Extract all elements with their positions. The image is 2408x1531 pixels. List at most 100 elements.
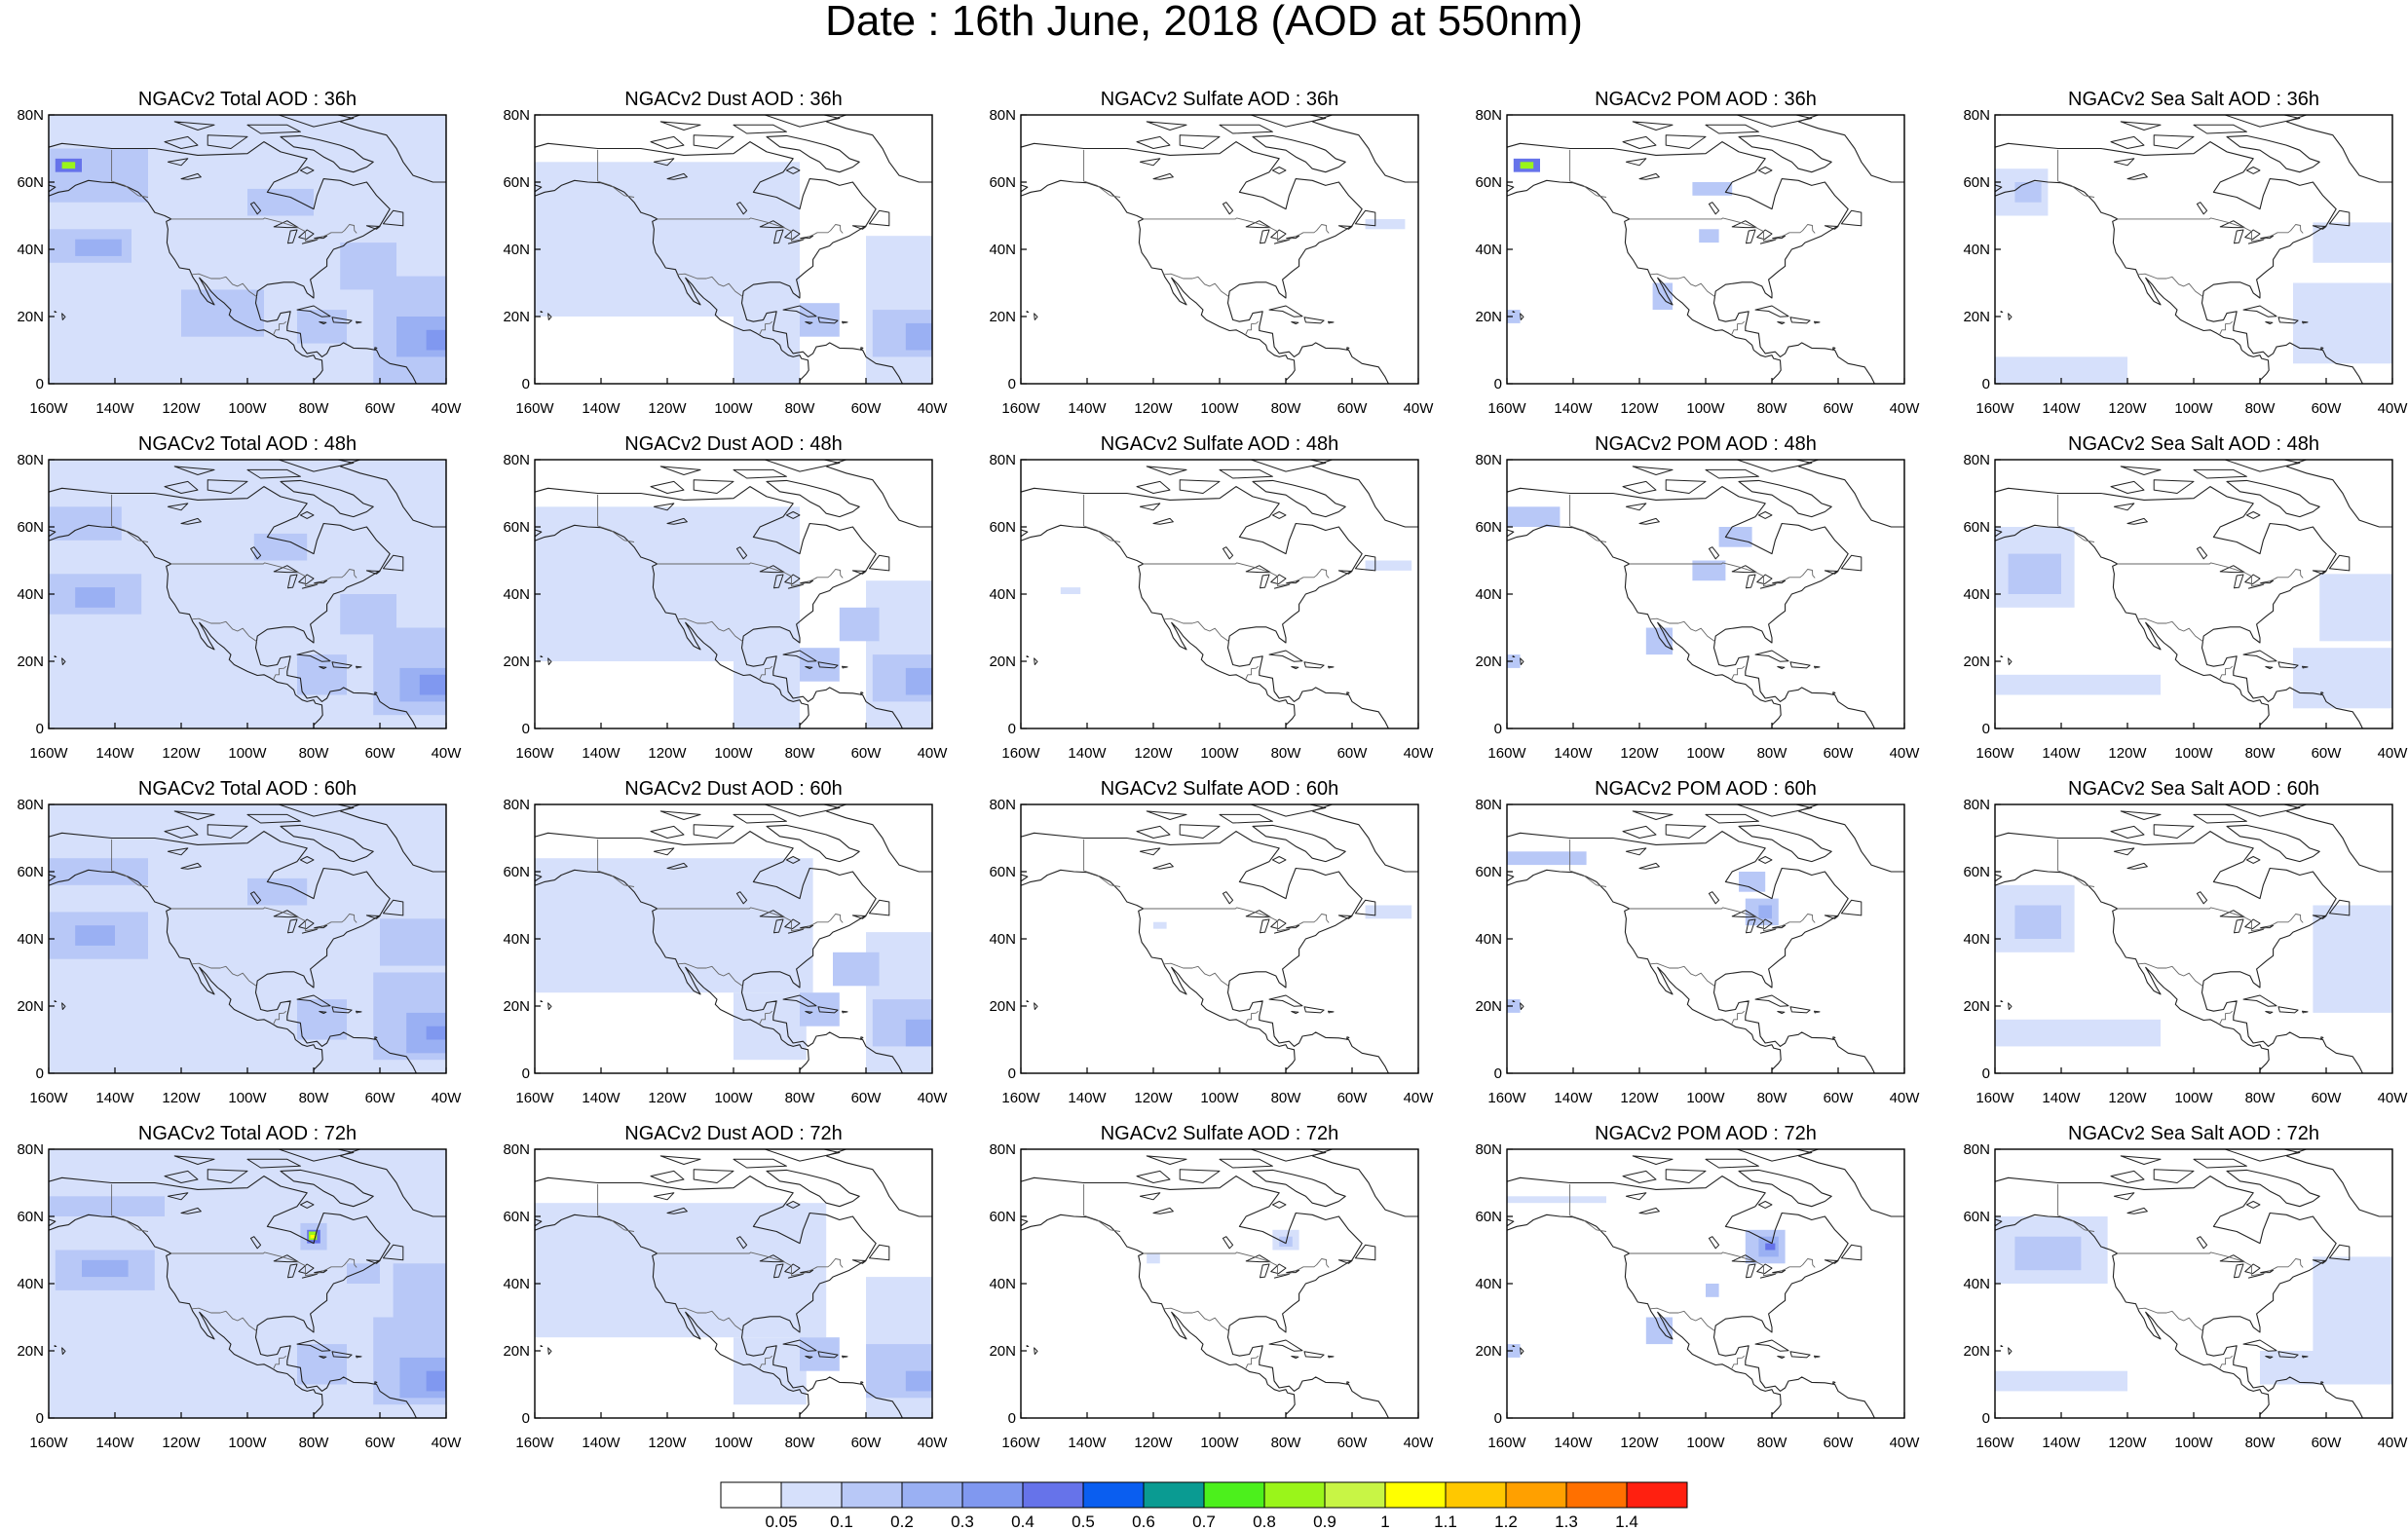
- lon-tick-label: 100W: [1200, 1435, 1239, 1451]
- lat-tick-label: 40N: [1475, 1276, 1502, 1292]
- aod-field: [1692, 560, 1726, 581]
- lat-tick-label: 60N: [1963, 174, 1990, 191]
- lat-tick-label: 80N: [1475, 107, 1502, 124]
- lon-tick-label: 140W: [2042, 400, 2081, 417]
- lat-tick-label: 80N: [503, 797, 530, 813]
- lon-tick-label: 80W: [785, 400, 816, 417]
- map-frame: [1506, 459, 1905, 729]
- lat-tick-label: 60N: [1475, 1209, 1502, 1225]
- panel-title: NGACv2 Total AOD : 60h: [138, 778, 357, 800]
- aod-field: [2293, 648, 2392, 709]
- lon-tick-label: 120W: [2108, 1090, 2147, 1106]
- map-panel: NGACv2 Dust AOD : 72h 80N 60N 40N 20N 0 160W 14…: [503, 1123, 948, 1451]
- lon-tick-label: 140W: [95, 745, 134, 762]
- lon-tick-label: 80W: [1757, 400, 1788, 417]
- aod-field: [49, 148, 148, 203]
- aod-field: [419, 674, 446, 695]
- lon-tick-label: 40W: [2378, 1435, 2408, 1451]
- lon-tick-label: 40W: [432, 745, 463, 762]
- lat-tick-label: 0: [36, 1065, 44, 1082]
- aod-field: [75, 587, 115, 608]
- aod-field: [253, 533, 308, 561]
- panel-title: NGACv2 Sulfate AOD : 48h: [1101, 433, 1339, 455]
- lon-tick-label: 80W: [1757, 745, 1788, 762]
- lon-tick-label: 80W: [785, 745, 816, 762]
- panel-title: NGACv2 Sulfate AOD : 72h: [1101, 1123, 1339, 1144]
- lon-tick-label: 80W: [299, 745, 330, 762]
- lon-tick-label: 160W: [29, 745, 68, 762]
- lon-tick-label: 40W: [2378, 1090, 2408, 1106]
- lat-tick-label: 20N: [1963, 1343, 1990, 1360]
- lat-tick-label: 60N: [17, 864, 44, 880]
- map-panel: NGACv2 Sea Salt AOD : 48h 80N 60N 40N 20N 0 16…: [1963, 433, 2408, 762]
- aod-field: [61, 162, 76, 169]
- lat-tick-label: 20N: [1963, 998, 1990, 1015]
- lat-tick-label: 80N: [1475, 452, 1502, 468]
- lon-tick-label: 80W: [1271, 400, 1302, 417]
- lon-tick-label: 60W: [1337, 745, 1369, 762]
- aod-field: [1060, 587, 1081, 594]
- aod-field: [82, 1259, 129, 1278]
- lon-tick-label: 120W: [2108, 1435, 2147, 1451]
- lon-tick-label: 120W: [1620, 1090, 1659, 1106]
- aod-field: [905, 1370, 932, 1392]
- aod-field: [340, 594, 396, 635]
- aod-field: [1995, 1019, 2161, 1047]
- lon-tick-label: 80W: [299, 1090, 330, 1106]
- lat-tick-label: 80N: [989, 797, 1016, 813]
- lon-tick-label: 60W: [1337, 400, 1369, 417]
- lat-tick-label: 60N: [1963, 864, 1990, 880]
- aod-field: [905, 667, 932, 695]
- aod-field: [247, 188, 314, 216]
- lon-tick-label: 120W: [162, 1435, 201, 1451]
- map-panel: NGACv2 Total AOD : 60h 80N 60N 40N 20N 0 160W 1…: [17, 778, 462, 1106]
- lon-tick-label: 40W: [1890, 1090, 1921, 1106]
- lat-tick-label: 20N: [503, 309, 530, 325]
- lon-tick-label: 40W: [918, 1435, 949, 1451]
- lat-tick-label: 60N: [989, 1209, 1016, 1225]
- lat-tick-label: 80N: [989, 107, 1016, 124]
- lon-tick-label: 160W: [1487, 1090, 1526, 1106]
- lat-tick-label: 40N: [989, 586, 1016, 603]
- map-panel: NGACv2 POM AOD : 36h 80N 60N 40N 20N 0 160W 140…: [1475, 89, 1920, 417]
- lon-tick-label: 100W: [1200, 1090, 1239, 1106]
- lat-tick-label: 20N: [503, 998, 530, 1015]
- lon-tick-label: 160W: [515, 1435, 554, 1451]
- lon-tick-label: 160W: [29, 1090, 68, 1106]
- lat-tick-label: 0: [1008, 1410, 1016, 1427]
- lat-tick-label: 80N: [989, 1141, 1016, 1158]
- lon-tick-label: 40W: [1890, 400, 1921, 417]
- aod-field: [2014, 905, 2061, 939]
- lon-tick-label: 80W: [2245, 1435, 2276, 1451]
- lat-tick-label: 0: [522, 1410, 530, 1427]
- lat-tick-label: 80N: [503, 452, 530, 468]
- map-panel: NGACv2 Dust AOD : 60h 80N 60N 40N 20N 0 160W 14…: [503, 778, 948, 1106]
- lon-tick-label: 100W: [2174, 400, 2213, 417]
- lon-tick-label: 60W: [1337, 1435, 1369, 1451]
- lat-tick-label: 20N: [503, 1343, 530, 1360]
- panel-title: NGACv2 Dust AOD : 72h: [624, 1123, 842, 1144]
- lon-tick-label: 120W: [1134, 1090, 1173, 1106]
- map-panel: NGACv2 Total AOD : 36h 80N 60N 40N 20N 0 160W 1…: [17, 89, 462, 417]
- map-panel: NGACv2 Dust AOD : 48h 80N 60N 40N 20N 0 160W 14…: [503, 433, 948, 762]
- aod-field: [1507, 654, 1521, 668]
- aod-field: [1995, 1370, 2127, 1392]
- lon-tick-label: 120W: [1134, 400, 1173, 417]
- lon-tick-label: 100W: [1686, 1435, 1725, 1451]
- lat-tick-label: 20N: [989, 998, 1016, 1015]
- lon-tick-label: 80W: [1757, 1435, 1788, 1451]
- lat-tick-label: 40N: [1963, 586, 1990, 603]
- lon-tick-label: 160W: [29, 1435, 68, 1451]
- aod-field: [1147, 1252, 1160, 1264]
- lat-tick-label: 20N: [989, 1343, 1016, 1360]
- lon-tick-label: 140W: [582, 1090, 621, 1106]
- lon-tick-label: 40W: [432, 1090, 463, 1106]
- lat-tick-label: 80N: [17, 797, 44, 813]
- lon-tick-label: 60W: [1824, 400, 1855, 417]
- map-frame: [1020, 803, 1419, 1074]
- lat-tick-label: 60N: [1963, 519, 1990, 536]
- lon-tick-label: 40W: [918, 400, 949, 417]
- lon-tick-label: 160W: [1487, 1435, 1526, 1451]
- lat-tick-label: 80N: [989, 452, 1016, 468]
- lat-tick-label: 20N: [1475, 309, 1502, 325]
